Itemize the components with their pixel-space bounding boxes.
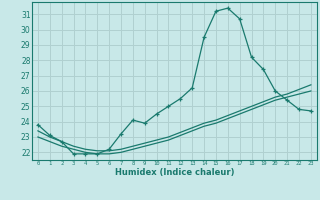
X-axis label: Humidex (Indice chaleur): Humidex (Indice chaleur) [115, 168, 234, 177]
